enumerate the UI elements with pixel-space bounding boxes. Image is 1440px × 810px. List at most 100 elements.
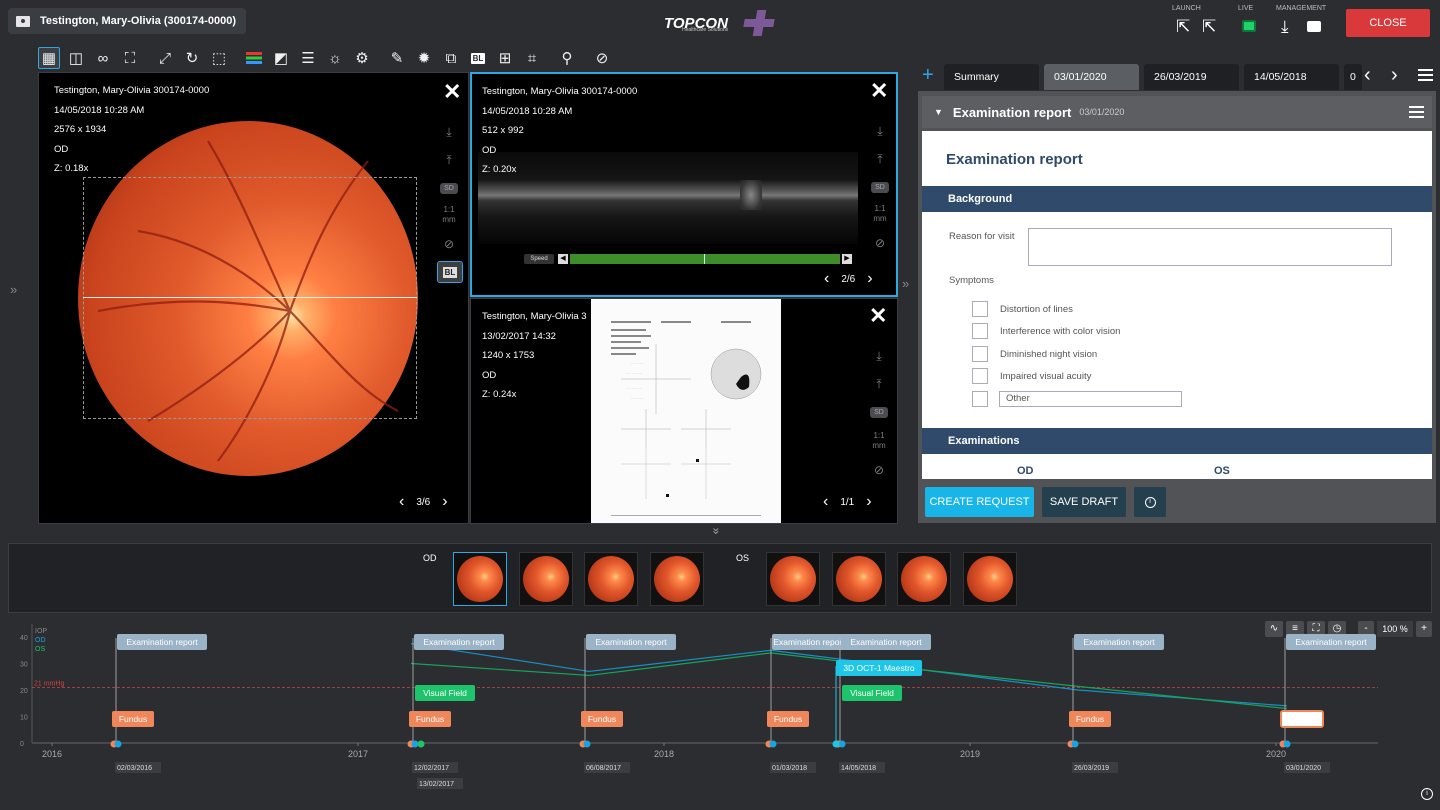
expand-left-icon[interactable]: » xyxy=(10,282,18,297)
sd-icon[interactable]: SD xyxy=(440,183,458,194)
prev-icon[interactable]: ‹ xyxy=(824,270,830,287)
trend-icon[interactable]: ∿ xyxy=(1265,621,1283,637)
slider-next-icon[interactable]: ▶ xyxy=(842,254,852,264)
thumb-os-4[interactable] xyxy=(963,552,1017,606)
launch-external-icon-2[interactable]: ⇱ xyxy=(1202,17,1217,36)
tab-summary[interactable]: Summary xyxy=(944,64,1039,90)
oct-viewer[interactable]: Testington, Mary-Olivia 300174-0000 14/0… xyxy=(470,72,898,297)
scale-icon[interactable]: 1:1 mm xyxy=(868,204,892,226)
frame-slider[interactable] xyxy=(570,254,840,264)
zoom-out-button[interactable]: - xyxy=(1358,621,1374,637)
grid-layout-icon[interactable]: ▦ xyxy=(38,47,60,69)
prev-icon[interactable]: ‹ xyxy=(399,493,405,510)
report-menu-icon[interactable] xyxy=(1409,106,1424,118)
mouse-icon[interactable]: ⌗ xyxy=(527,49,537,67)
tabs-next-icon[interactable]: › xyxy=(1391,64,1398,86)
launch-external-icon-1[interactable]: ⇱ xyxy=(1176,17,1191,36)
reason-input[interactable] xyxy=(1028,228,1392,266)
bl-button[interactable]: BL xyxy=(437,261,463,283)
download-icon[interactable]: ⤓ xyxy=(1281,17,1289,36)
layers-icon[interactable]: ⧉ xyxy=(445,49,457,67)
other-input[interactable]: Other xyxy=(999,391,1182,407)
reset-icon[interactable]: ⊘ xyxy=(595,50,609,67)
symptom-checkbox-4[interactable] xyxy=(972,368,988,384)
pen-icon[interactable]: ✎ xyxy=(390,50,404,67)
close-button[interactable]: CLOSE xyxy=(1346,9,1430,37)
speed-button[interactable]: Speed xyxy=(524,254,554,264)
grid-settings-icon[interactable]: ⊞ xyxy=(498,50,512,67)
import-icon[interactable]: ⤓ xyxy=(876,349,882,363)
symptom-checkbox-1[interactable] xyxy=(972,301,988,317)
live-indicator-icon[interactable] xyxy=(1242,20,1256,32)
fit-icon[interactable]: ⛶ xyxy=(1307,621,1325,637)
sd-icon[interactable]: SD xyxy=(870,407,888,418)
thumb-os-2[interactable] xyxy=(832,552,886,606)
thumb-os-3[interactable] xyxy=(897,552,951,606)
tab-overflow[interactable]: 0 xyxy=(1344,64,1362,90)
sd-icon[interactable]: SD xyxy=(871,182,889,193)
info-button[interactable]: i xyxy=(1134,487,1166,517)
tabs-menu-icon[interactable] xyxy=(1418,69,1433,81)
export-icon[interactable]: ⤒ xyxy=(877,152,883,166)
patient-tab[interactable]: Testington, Mary-Olivia (300174-0000) xyxy=(8,8,247,34)
zoom-in-button[interactable]: + xyxy=(1416,621,1432,637)
symptom-checkbox-3[interactable] xyxy=(972,346,988,362)
crop-icon[interactable]: ⬚ xyxy=(211,50,227,67)
contrast-icon[interactable]: ◩ xyxy=(273,50,289,67)
expand-diagonal-icon[interactable]: ⤢ xyxy=(158,49,171,67)
timeline-info-icon[interactable]: i xyxy=(1421,788,1433,800)
rotate-icon[interactable]: ↻ xyxy=(185,50,199,67)
scale-icon[interactable]: 1:1 mm xyxy=(437,205,461,227)
collapse-caret-icon[interactable]: ▼ xyxy=(934,107,943,117)
tab-26-03-2019[interactable]: 26/03/2019 xyxy=(1144,64,1239,90)
timeline-chart[interactable]: IOP OD OS 40 30 20 10 0 21 mmHg 2016 2017 2018 2019 2… xyxy=(0,616,1440,810)
hide-eye-icon[interactable]: ⊘ xyxy=(873,463,885,477)
tab-03-01-2020[interactable]: 03/01/2020 xyxy=(1044,64,1139,90)
tab-14-05-2018[interactable]: 14/05/2018 xyxy=(1244,64,1339,90)
thumb-od-3[interactable] xyxy=(584,552,638,606)
add-tab-icon[interactable]: + xyxy=(922,64,934,86)
prev-icon[interactable]: ‹ xyxy=(823,493,829,510)
marker-icon[interactable]: ⚲ xyxy=(561,50,573,67)
export-icon[interactable]: ⤒ xyxy=(446,153,452,167)
close-viewer-icon[interactable]: ✕ xyxy=(443,79,462,104)
brightness-icon[interactable]: ☼ xyxy=(328,49,342,67)
fullscreen-icon[interactable]: ⛶ xyxy=(124,49,136,67)
roi-rectangle[interactable] xyxy=(83,177,417,419)
tabs-prev-icon[interactable]: ‹ xyxy=(1364,64,1371,86)
slider-prev-icon[interactable]: ◀ xyxy=(558,254,568,264)
symptom-checkbox-other[interactable] xyxy=(972,391,988,407)
link-icon[interactable]: ∞ xyxy=(97,49,109,67)
next-icon[interactable]: › xyxy=(442,493,448,510)
slider-thumb[interactable] xyxy=(704,254,705,264)
collapse-down-icon[interactable]: » xyxy=(709,527,724,535)
bl-icon[interactable]: BL xyxy=(470,52,486,64)
filter-icon[interactable]: ≡ xyxy=(1286,621,1304,637)
fundus-viewer[interactable]: Testington, Mary-Olivia 300174-0000 14/0… xyxy=(38,72,469,524)
symptom-checkbox-2[interactable] xyxy=(972,323,988,339)
next-icon[interactable]: › xyxy=(866,493,872,510)
import-icon[interactable]: ⤓ xyxy=(446,125,452,139)
save-draft-button[interactable]: SAVE DRAFT xyxy=(1042,487,1126,517)
thumb-od-2[interactable] xyxy=(519,552,573,606)
export-icon[interactable]: ⤒ xyxy=(876,377,882,391)
thumb-od-4[interactable] xyxy=(650,552,704,606)
calendar-icon[interactable]: ◷ xyxy=(1328,621,1346,637)
hide-eye-icon[interactable]: ⊘ xyxy=(874,236,886,250)
thumb-os-1[interactable] xyxy=(766,552,820,606)
close-viewer-icon[interactable]: ✕ xyxy=(869,303,888,328)
visual-field-viewer[interactable]: ·· ·· ·· ·· ·· ·· ·· ·· ·· ·· ·· ·· ·· ·· … xyxy=(470,298,898,524)
thumb-od-1[interactable] xyxy=(453,552,507,606)
print-icon[interactable] xyxy=(1307,21,1321,32)
scale-icon[interactable]: 1:1 mm xyxy=(867,431,891,453)
close-viewer-icon[interactable]: ✕ xyxy=(870,78,889,103)
color-channels-icon[interactable] xyxy=(243,47,265,69)
sun-icon[interactable]: ✹ xyxy=(417,50,431,67)
split-layout-icon[interactable]: ◫ xyxy=(68,50,84,67)
collapse-panel-icon[interactable]: » xyxy=(902,276,910,291)
create-request-button[interactable]: CREATE REQUEST xyxy=(925,487,1034,517)
hide-eye-icon[interactable]: ⊘ xyxy=(443,237,455,251)
settings-gear-icon[interactable]: ⚙ xyxy=(355,50,369,67)
next-icon[interactable]: › xyxy=(867,270,873,287)
lines-icon[interactable]: ☰ xyxy=(301,50,315,67)
